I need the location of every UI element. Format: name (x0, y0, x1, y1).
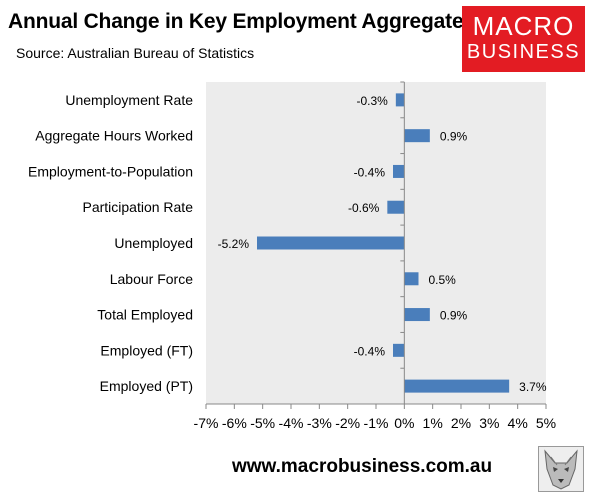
category-label: Employed (FT) (100, 342, 193, 358)
x-tick-label: 1% (423, 415, 443, 431)
x-tick-label: -4% (279, 415, 304, 431)
value-label: -5.2% (218, 237, 250, 251)
x-tick-label: -6% (222, 415, 247, 431)
bars-group (257, 93, 510, 393)
x-tick-label: -7% (194, 415, 219, 431)
chart-title: Annual Change in Key Employment Aggregat… (8, 10, 475, 33)
category-label: Total Employed (97, 307, 193, 323)
value-label: 3.7% (519, 380, 547, 394)
value-label: 0.9% (440, 130, 468, 144)
x-tick-label: 0% (394, 415, 414, 431)
bar (387, 200, 405, 214)
x-tick-label: 2% (451, 415, 471, 431)
value-label: 0.5% (429, 273, 457, 287)
chart-source: Source: Australian Bureau of Statistics (16, 45, 255, 61)
value-label: -0.6% (348, 201, 380, 215)
bar (393, 164, 405, 178)
bar (404, 272, 419, 286)
value-label: -0.4% (354, 344, 386, 358)
bar (404, 379, 510, 393)
x-tick-label: -3% (307, 415, 332, 431)
x-tick-label: 3% (479, 415, 499, 431)
wolf-logo-icon (538, 446, 584, 492)
x-axis: -7% -6% -5% -4% -3% -2% -1% 0% 1% 2% 3% 4% 5% (194, 81, 556, 431)
x-tick-label: 5% (536, 415, 556, 431)
category-label: Employment-to-Population (28, 163, 193, 179)
logo-line-macro: MACRO (472, 11, 575, 41)
value-label: 0.9% (440, 309, 468, 323)
category-label: Unemployment Rate (65, 92, 193, 108)
bar (404, 308, 430, 322)
category-label: Employed (PT) (100, 378, 193, 394)
value-label: -0.3% (356, 94, 388, 108)
x-tick-label: -1% (364, 415, 389, 431)
website-url: www.macrobusiness.com.au (232, 456, 493, 477)
macrobusiness-logo: MACRO BUSINESS (462, 6, 585, 72)
value-labels: -0.3% 0.9% -0.4% -0.6% -5.2% 0.5% 0.9% -0.4% 3.7… (218, 94, 547, 394)
bar (404, 129, 430, 143)
category-labels: Unemployment Rate Aggregate Hours Worked E… (28, 92, 193, 394)
x-tick-label: 4% (508, 415, 528, 431)
category-label: Aggregate Hours Worked (35, 128, 193, 144)
x-tick-label: -5% (250, 415, 275, 431)
category-label: Participation Rate (82, 199, 193, 215)
category-label: Unemployed (114, 235, 193, 251)
logo-line-business: BUSINESS (466, 41, 581, 63)
category-label: Labour Force (110, 271, 193, 287)
bar (395, 93, 405, 107)
value-label: -0.4% (354, 165, 386, 179)
bar (257, 236, 405, 250)
x-tick-label: -2% (335, 415, 360, 431)
bar (393, 343, 405, 357)
